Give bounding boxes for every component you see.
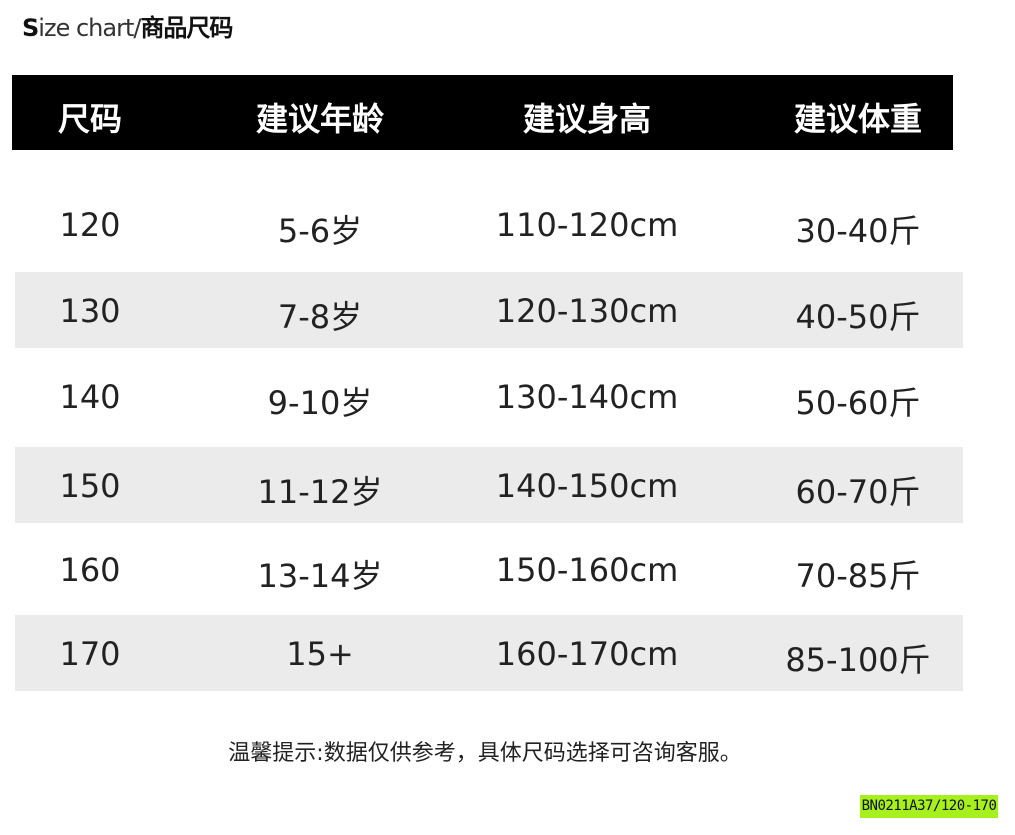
cell-size: 150	[59, 467, 121, 505]
cell-age: 5-6岁	[277, 212, 363, 250]
cell-height: 110-120cm	[495, 206, 679, 244]
cell-height: 130-140cm	[495, 378, 679, 416]
title-cn: 商品尺码	[140, 14, 233, 42]
cell-size: 170	[59, 635, 121, 673]
table-header: 尺码 建议年龄 建议身高 建议体重	[12, 75, 953, 150]
cell-height: 150-160cm	[495, 551, 679, 589]
header-height: 建议身高	[522, 100, 652, 138]
header-age: 建议年龄	[255, 100, 385, 138]
product-code-badge: BN0211A37/120-170	[860, 795, 998, 818]
cell-size: 130	[59, 292, 121, 330]
cell-age: 9-10岁	[267, 384, 373, 422]
cell-weight: 40-50斤	[795, 298, 921, 336]
cell-age: 15+	[286, 635, 354, 673]
cell-height: 120-130cm	[495, 292, 679, 330]
cell-weight: 85-100斤	[785, 641, 931, 679]
title-en: ize chart/	[38, 14, 141, 42]
cell-weight: 50-60斤	[795, 384, 921, 422]
table-row: 150 11-12岁 140-150cm 60-70斤	[15, 447, 963, 523]
cell-weight: 70-85斤	[795, 557, 921, 595]
cell-size: 120	[59, 206, 121, 244]
table-row: 160 13-14岁 150-160cm 70-85斤	[15, 531, 963, 607]
header-weight: 建议体重	[793, 100, 923, 138]
cell-height: 160-170cm	[495, 635, 679, 673]
page-title: Size chart/商品尺码	[22, 8, 233, 43]
cell-height: 140-150cm	[495, 467, 679, 505]
cell-weight: 30-40斤	[795, 212, 921, 250]
size-tip-note: 温馨提示:数据仅供参考，具体尺码选择可咨询客服。	[228, 741, 742, 766]
table-row: 120 5-6岁 110-120cm 30-40斤	[15, 186, 963, 262]
cell-size: 160	[59, 551, 121, 589]
title-initial: S	[22, 14, 39, 42]
cell-age: 7-8岁	[277, 298, 363, 336]
header-size: 尺码	[57, 100, 123, 138]
cell-weight: 60-70斤	[795, 473, 921, 511]
table-row: 140 9-10岁 130-140cm 50-60斤	[15, 358, 963, 434]
table-row: 170 15+ 160-170cm 85-100斤	[15, 615, 963, 691]
table-row: 130 7-8岁 120-130cm 40-50斤	[15, 272, 963, 348]
cell-size: 140	[59, 378, 121, 416]
cell-age: 11-12岁	[257, 473, 383, 511]
cell-age: 13-14岁	[257, 557, 383, 595]
